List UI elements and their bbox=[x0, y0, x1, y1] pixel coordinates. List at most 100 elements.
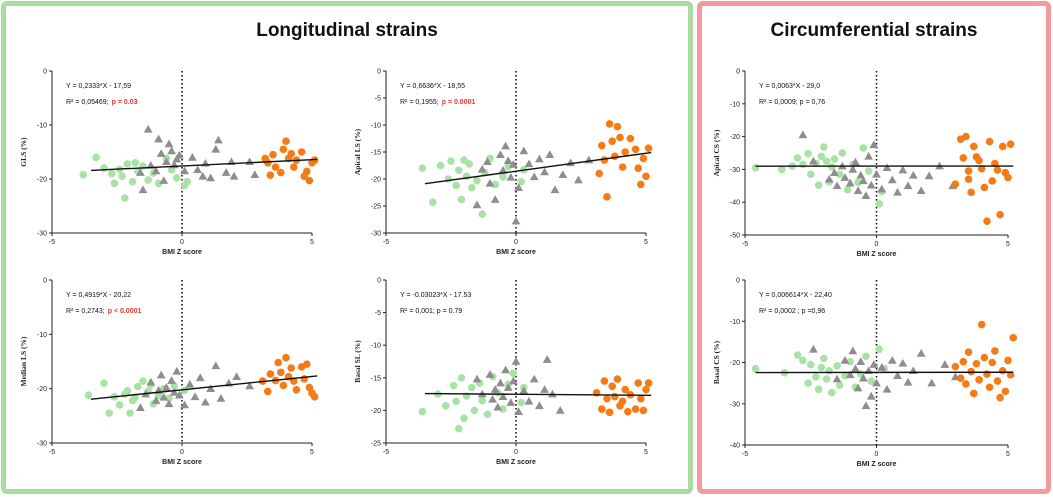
group-3-point bbox=[634, 164, 642, 172]
group-3-point bbox=[988, 177, 997, 185]
group-2-point bbox=[550, 185, 560, 194]
group-1-point bbox=[806, 360, 815, 369]
equation-label: Y = 0,4919*X - 20,22 bbox=[66, 292, 131, 299]
group-2-point bbox=[509, 376, 518, 385]
group-3-point bbox=[964, 348, 973, 356]
group-1-point bbox=[867, 377, 876, 385]
group-2-point bbox=[511, 357, 521, 365]
group-1-point bbox=[838, 149, 847, 157]
group-2-point bbox=[211, 361, 221, 370]
x-tick-label: 5 bbox=[310, 449, 314, 456]
group-2-point bbox=[861, 401, 871, 410]
y-tick-label: -30 bbox=[37, 231, 47, 238]
r2-value: R² = 0,2743; bbox=[66, 308, 105, 315]
group-1-point bbox=[457, 195, 466, 204]
group-3-point bbox=[631, 145, 640, 154]
group-3-point bbox=[1004, 356, 1012, 365]
group-2-point bbox=[940, 360, 950, 368]
group-2-point bbox=[490, 385, 500, 393]
group-2-point bbox=[206, 384, 215, 392]
group-3-point bbox=[993, 377, 1002, 385]
group-3-point bbox=[985, 137, 994, 146]
x-tick-label: 0 bbox=[180, 449, 184, 456]
group-2-point bbox=[866, 391, 876, 400]
group-3-point bbox=[1009, 333, 1018, 342]
group-3-point bbox=[624, 407, 632, 416]
group-1-point bbox=[100, 379, 108, 388]
group-1-point bbox=[455, 166, 463, 175]
group-2-point bbox=[180, 166, 189, 175]
group-2-point bbox=[848, 346, 858, 355]
group-3-point bbox=[980, 183, 989, 192]
group-1-point bbox=[793, 154, 802, 162]
group-2-point bbox=[483, 157, 492, 166]
group-1-point bbox=[833, 362, 841, 370]
y-tick-label: -50 bbox=[730, 233, 740, 240]
r2-label: R² = 0,1955; p = 0.0001 bbox=[400, 99, 475, 106]
group-1-point bbox=[447, 157, 455, 165]
group-1-point bbox=[121, 194, 129, 202]
group-3-point bbox=[644, 379, 653, 387]
group-1-point bbox=[817, 152, 826, 161]
r2-value: R² = 0,1955; bbox=[400, 99, 439, 106]
group-2-point bbox=[472, 374, 482, 383]
x-tick-label: 0 bbox=[180, 239, 184, 246]
group-1-point bbox=[751, 364, 760, 373]
group-2-point bbox=[535, 154, 544, 163]
group-3-point bbox=[988, 358, 997, 367]
group-2-point bbox=[808, 156, 818, 165]
group-2-point bbox=[195, 373, 205, 382]
group-1-point bbox=[468, 383, 476, 392]
group-1-point bbox=[123, 160, 132, 168]
group-2-point bbox=[162, 157, 171, 166]
group-3-point bbox=[1001, 387, 1010, 396]
y-axis-label: GLS (%) bbox=[19, 137, 28, 167]
group-1-point bbox=[825, 366, 833, 375]
group-1-point bbox=[812, 373, 820, 381]
y-tick-label: -10 bbox=[730, 319, 740, 326]
y-tick-label: 0 bbox=[43, 278, 47, 285]
y-tick-label: -25 bbox=[371, 441, 381, 448]
x-axis-label: BMI Z score bbox=[496, 459, 536, 466]
group-3-point bbox=[305, 176, 314, 185]
group-1-point bbox=[835, 170, 844, 179]
x-tick-label: -5 bbox=[49, 449, 55, 456]
group-3-point bbox=[603, 394, 611, 403]
group-2-point bbox=[887, 175, 897, 184]
group-3-point bbox=[626, 134, 635, 143]
group-3-point bbox=[279, 381, 288, 390]
group-2-point bbox=[185, 379, 195, 388]
group-1-point bbox=[843, 185, 852, 194]
group-3-point bbox=[962, 380, 970, 388]
group-2-point bbox=[162, 383, 171, 391]
group-2-point bbox=[190, 392, 200, 401]
group-3-point bbox=[266, 171, 275, 180]
group-3-point bbox=[608, 382, 616, 391]
group-1-point bbox=[92, 153, 100, 162]
group-2-point bbox=[858, 373, 868, 382]
group-1-point bbox=[123, 387, 132, 395]
group-1-point bbox=[144, 176, 152, 184]
group-3-point bbox=[287, 364, 296, 372]
group-2-point bbox=[856, 357, 866, 365]
group-3-point bbox=[977, 320, 986, 329]
group-1-point bbox=[499, 405, 507, 413]
group-2-point bbox=[540, 167, 549, 176]
group-1-point bbox=[804, 379, 812, 387]
group-2-point bbox=[927, 378, 937, 387]
group-1-point bbox=[84, 391, 93, 399]
y-tick-label: -10 bbox=[730, 101, 740, 108]
group-2-point bbox=[856, 170, 866, 179]
group-3-point bbox=[621, 385, 629, 394]
group-1-point bbox=[499, 173, 507, 181]
group-1-point bbox=[862, 352, 870, 361]
group-3-point bbox=[277, 368, 285, 377]
y-tick-label: -30 bbox=[37, 441, 47, 448]
group-3-point bbox=[639, 154, 648, 163]
x-tick-label: 0 bbox=[514, 449, 518, 456]
group-3-point bbox=[303, 360, 311, 369]
group-1-point bbox=[108, 169, 116, 178]
p-value: p = 0.03 bbox=[112, 99, 138, 106]
